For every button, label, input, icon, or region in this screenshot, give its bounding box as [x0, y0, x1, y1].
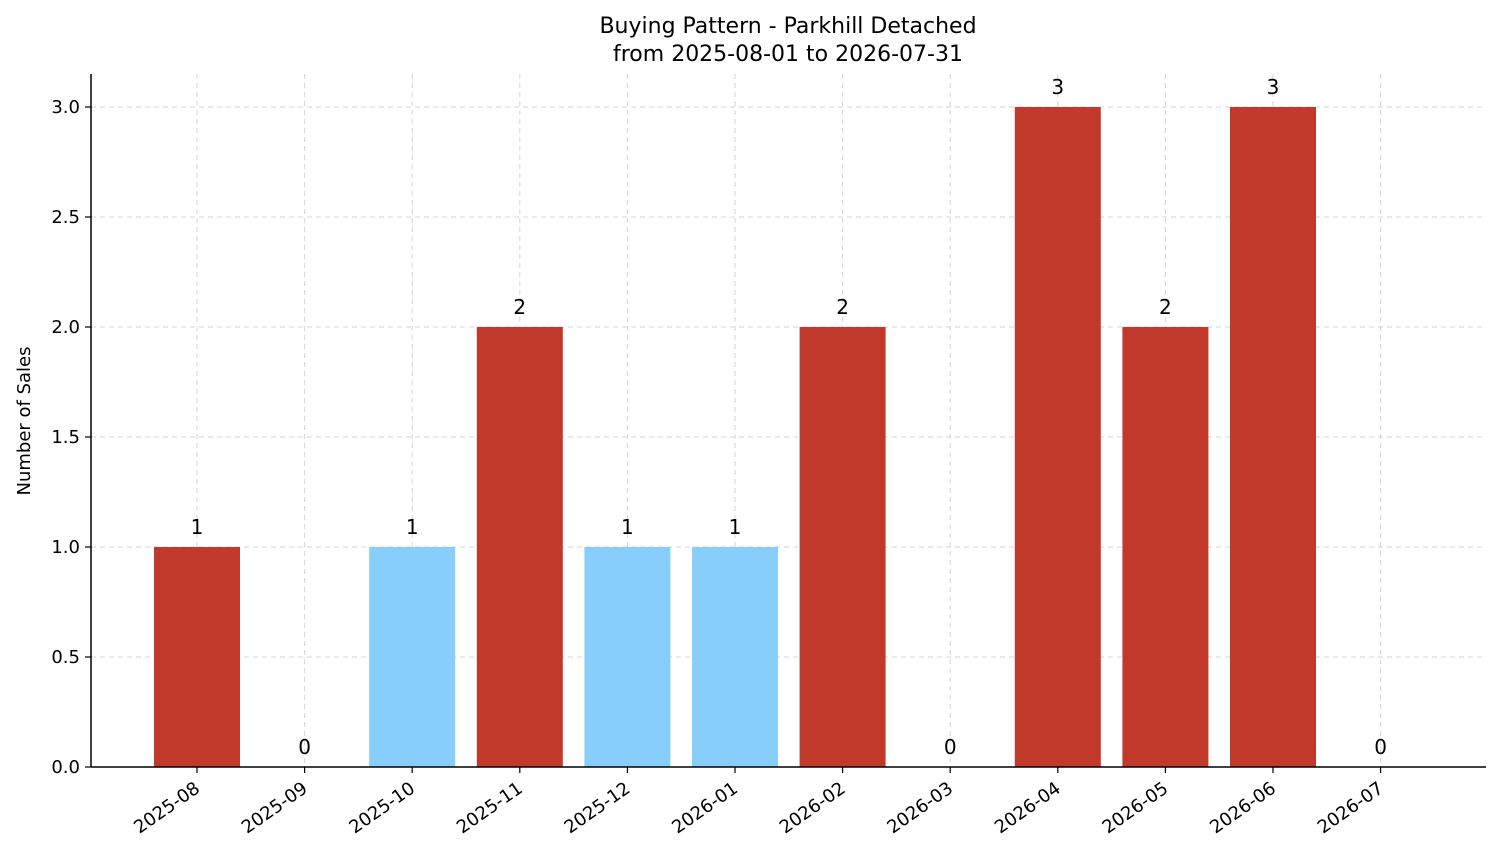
data-label-2025-08: 1	[191, 515, 204, 539]
data-label-2026-03: 0	[944, 735, 957, 759]
x-tick-label-2026-07: 2026-07	[1314, 778, 1388, 838]
data-label-2026-05: 2	[1159, 295, 1172, 319]
data-label-2026-01: 1	[729, 515, 742, 539]
y-tick-label: 0.0	[51, 757, 80, 778]
chart-title-line-1: Buying Pattern - Parkhill Detached	[599, 14, 976, 39]
x-tick-label-2025-08: 2025-08	[130, 778, 204, 838]
bars	[154, 107, 1316, 767]
y-tick-label: 0.5	[51, 647, 80, 668]
data-label-2026-07: 0	[1374, 735, 1387, 759]
data-label-2026-04: 3	[1051, 75, 1064, 99]
data-label-2025-10: 1	[406, 515, 419, 539]
y-axis-ticks: 0.0 0.5 1.0 1.5 2.0 2.5 3.0	[51, 97, 91, 778]
bar-2026-05	[1122, 327, 1209, 767]
x-tick-label-2026-02: 2026-02	[776, 778, 850, 838]
bar-2026-06	[1230, 107, 1316, 767]
x-axis-ticks: 2025-08 2025-09 2025-10 2025-11 2025-12 2026-…	[130, 767, 1387, 838]
y-tick-label: 1.5	[51, 427, 80, 448]
x-tick-label-2025-11: 2025-11	[453, 778, 527, 838]
bar-2026-02	[799, 327, 886, 767]
x-tick-label-2026-01: 2026-01	[668, 778, 742, 838]
data-label-2025-12: 1	[621, 515, 634, 539]
bar-2025-11	[476, 327, 563, 767]
bar-2025-12	[584, 547, 671, 767]
data-label-2025-11: 2	[513, 295, 526, 319]
x-tick-label-2026-04: 2026-04	[991, 778, 1065, 838]
x-tick-label-2025-09: 2025-09	[238, 778, 312, 838]
data-label-2025-09: 0	[298, 735, 311, 759]
x-tick-label-2025-10: 2025-10	[345, 778, 419, 838]
data-label-2026-02: 2	[836, 295, 849, 319]
data-label-2026-06: 3	[1267, 75, 1280, 99]
chart-title-line-2: from 2025-08-01 to 2026-07-31	[613, 42, 963, 67]
x-tick-label-2025-12: 2025-12	[561, 778, 635, 838]
y-tick-label: 2.0	[51, 317, 80, 338]
y-tick-label: 3.0	[51, 97, 80, 118]
x-tick-label-2026-06: 2026-06	[1206, 778, 1280, 838]
x-tick-label-2026-05: 2026-05	[1099, 778, 1173, 838]
y-tick-label: 1.0	[51, 537, 80, 558]
x-tick-label-2026-03: 2026-03	[883, 778, 957, 838]
y-axis-label: Number of Sales	[14, 346, 35, 495]
bar-2026-04	[1014, 107, 1101, 767]
bar-2025-10	[369, 547, 456, 767]
bar-2025-08	[154, 547, 240, 767]
bar-2026-01	[692, 547, 778, 767]
y-tick-label: 2.5	[51, 207, 80, 228]
data-labels: 1 0 1 2 1 1 2 0 3 2 3 0	[191, 75, 1387, 759]
